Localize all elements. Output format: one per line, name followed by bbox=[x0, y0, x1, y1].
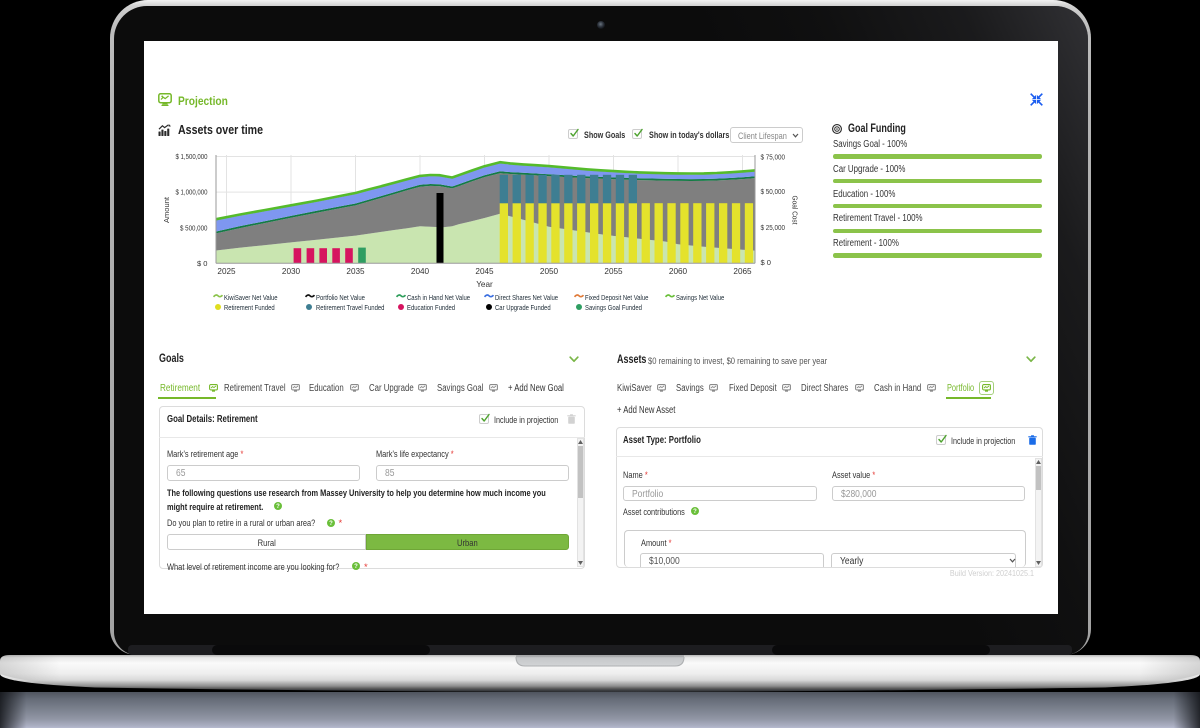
svg-text:2045: 2045 bbox=[475, 267, 494, 276]
svg-text:?: ? bbox=[354, 564, 358, 570]
svg-text:?: ? bbox=[329, 521, 333, 527]
svg-text:$ 75,000: $ 75,000 bbox=[761, 152, 786, 161]
svg-text:2035: 2035 bbox=[346, 267, 365, 276]
svg-text:$ 0: $ 0 bbox=[761, 258, 772, 267]
svg-text:?: ? bbox=[693, 509, 697, 515]
svg-text:2065: 2065 bbox=[733, 267, 752, 276]
svg-text:$ 500,000: $ 500,000 bbox=[180, 223, 208, 232]
svg-text:Year: Year bbox=[476, 280, 493, 289]
svg-text:2050: 2050 bbox=[540, 267, 559, 276]
svg-text:$ 50,000: $ 50,000 bbox=[761, 187, 786, 196]
svg-text:Goal Cost: Goal Cost bbox=[791, 196, 800, 225]
svg-text:2025: 2025 bbox=[217, 267, 236, 276]
svg-text:$ 0: $ 0 bbox=[197, 259, 208, 268]
svg-text:?: ? bbox=[276, 504, 280, 510]
svg-text:2030: 2030 bbox=[282, 267, 301, 276]
svg-text:2060: 2060 bbox=[669, 267, 688, 276]
svg-text:$ 25,000: $ 25,000 bbox=[761, 223, 786, 232]
svg-text:$ 1,500,000: $ 1,500,000 bbox=[176, 152, 208, 161]
svg-text:$ 1,000,000: $ 1,000,000 bbox=[176, 188, 208, 197]
svg-text:Amount: Amount bbox=[162, 197, 171, 223]
svg-text:2040: 2040 bbox=[411, 267, 430, 276]
svg-text:2055: 2055 bbox=[604, 267, 623, 276]
